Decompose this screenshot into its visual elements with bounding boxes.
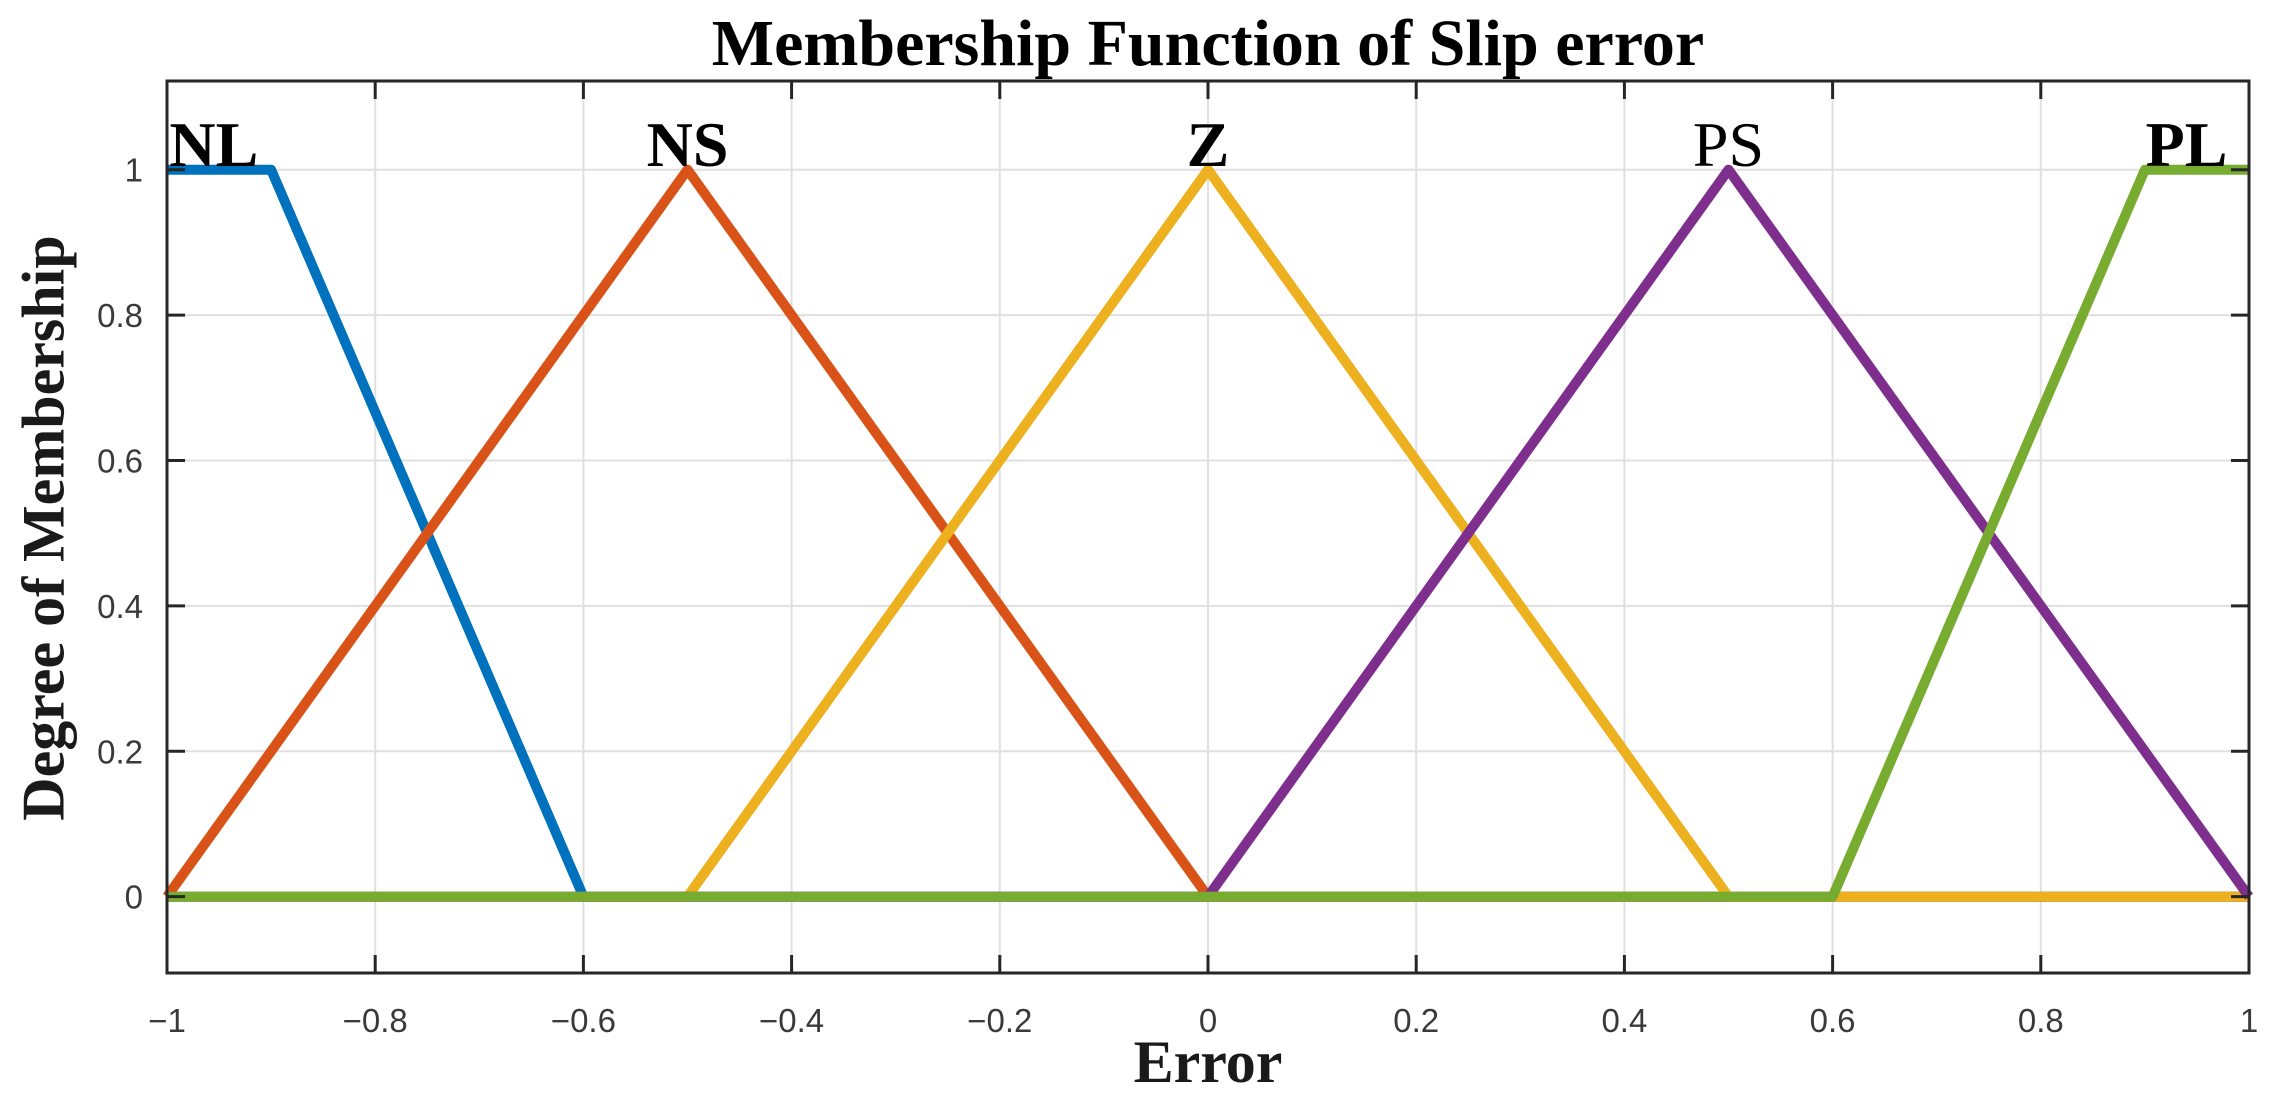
x-tick-label: −0.8: [343, 1002, 408, 1039]
y-tick-label: 0.8: [97, 297, 143, 334]
chart-title: Membership Function of Slip error: [711, 7, 1705, 80]
x-tick-label: 0.4: [1601, 1002, 1647, 1039]
y-tick-label: 0.6: [97, 442, 143, 479]
set-label-PS: PS: [1693, 109, 1764, 180]
x-tick-label: −0.4: [759, 1002, 824, 1039]
x-tick-label: 0.2: [1393, 1002, 1439, 1039]
x-tick-label: 0.8: [2018, 1002, 2064, 1039]
x-tick-label: 0.6: [1810, 1002, 1856, 1039]
y-tick-label: 0.2: [97, 733, 143, 770]
set-label-PL: PL: [2146, 109, 2228, 180]
set-label-NL: NL: [169, 109, 258, 180]
y-tick-label: 0.4: [97, 588, 143, 625]
x-tick-label: 0: [1199, 1002, 1217, 1039]
x-tick-label: −1: [148, 1002, 186, 1039]
set-label-Z: Z: [1187, 109, 1230, 180]
x-tick-label: 1: [2240, 1002, 2258, 1039]
x-axis-label: Error: [1133, 1029, 1283, 1095]
membership-curve-PL: [167, 164, 2249, 902]
set-label-NS: NS: [647, 109, 729, 180]
x-tick-label: −0.6: [551, 1002, 616, 1039]
y-tick-label: 0: [125, 879, 143, 916]
x-tick-label: −0.2: [967, 1002, 1032, 1039]
y-tick-label: 1: [125, 152, 143, 189]
